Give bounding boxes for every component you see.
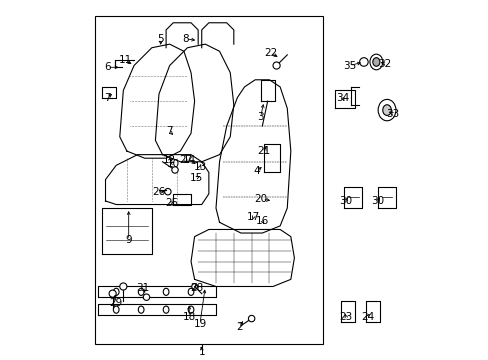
Text: 28: 28	[189, 283, 203, 293]
Ellipse shape	[372, 58, 379, 66]
Text: 11: 11	[118, 55, 131, 65]
Text: 16: 16	[255, 216, 268, 226]
Text: 7: 7	[104, 93, 110, 103]
Ellipse shape	[164, 189, 171, 195]
Text: 34: 34	[335, 93, 348, 103]
Text: 14: 14	[182, 155, 196, 165]
Ellipse shape	[191, 284, 197, 289]
Text: 31: 31	[136, 283, 149, 293]
Text: 9: 9	[125, 235, 132, 245]
Text: 26: 26	[152, 187, 165, 197]
Ellipse shape	[109, 290, 116, 297]
Text: 4: 4	[253, 166, 260, 176]
Text: 12: 12	[163, 155, 176, 165]
Ellipse shape	[272, 62, 280, 69]
Text: 6: 6	[104, 62, 110, 72]
Text: 24: 24	[360, 312, 373, 322]
Text: 8: 8	[182, 34, 189, 44]
Text: 25: 25	[164, 198, 178, 208]
Text: 30: 30	[371, 196, 384, 206]
Text: 7: 7	[166, 126, 173, 136]
Text: 20: 20	[253, 194, 266, 204]
Text: 33: 33	[385, 109, 398, 119]
Text: 22: 22	[264, 48, 277, 58]
Ellipse shape	[113, 288, 119, 296]
Ellipse shape	[369, 54, 382, 70]
Ellipse shape	[377, 99, 395, 121]
Text: 1: 1	[198, 347, 204, 357]
Ellipse shape	[120, 283, 126, 290]
Ellipse shape	[248, 315, 254, 322]
Text: 23: 23	[339, 312, 352, 322]
Bar	[95, 15, 322, 343]
Text: 19: 19	[193, 319, 206, 329]
Text: 10: 10	[166, 158, 180, 168]
Ellipse shape	[143, 294, 149, 300]
Text: 3: 3	[257, 112, 264, 122]
Text: 2: 2	[235, 323, 242, 333]
Ellipse shape	[188, 306, 194, 313]
Ellipse shape	[138, 306, 143, 313]
Text: 30: 30	[339, 196, 352, 206]
Ellipse shape	[359, 58, 367, 66]
Text: 21: 21	[257, 146, 270, 156]
Ellipse shape	[171, 167, 178, 173]
Text: 13: 13	[193, 162, 206, 172]
Ellipse shape	[163, 306, 168, 313]
Text: 5: 5	[157, 34, 164, 44]
Text: 17: 17	[246, 212, 260, 222]
Ellipse shape	[382, 105, 390, 116]
Text: 18: 18	[182, 312, 196, 322]
Text: 35: 35	[342, 60, 356, 71]
Ellipse shape	[113, 306, 119, 313]
Text: 29: 29	[109, 297, 122, 307]
Ellipse shape	[188, 288, 194, 296]
Ellipse shape	[138, 288, 143, 296]
Text: 15: 15	[189, 173, 203, 183]
Ellipse shape	[163, 288, 168, 296]
Text: 32: 32	[378, 59, 391, 69]
Text: 27: 27	[179, 155, 192, 165]
